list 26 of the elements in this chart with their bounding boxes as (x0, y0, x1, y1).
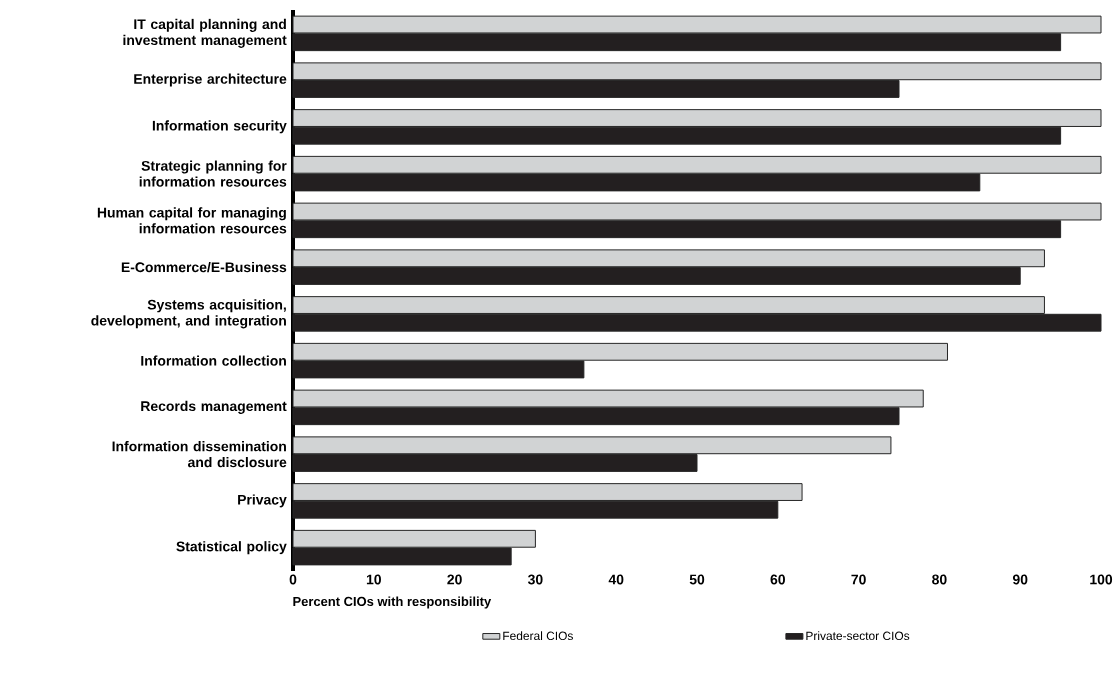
x-tick-label: 100 (1090, 574, 1113, 585)
y-tick-label: Strategic planning for information resources (139, 160, 287, 187)
x-tick-label: 0 (289, 574, 297, 585)
y-tick-label: Records management (141, 400, 287, 414)
x-tick-label: 70 (851, 574, 866, 585)
x-axis-title: Percent CIOs with responsibility (293, 596, 492, 609)
x-tick-label: 90 (1012, 574, 1028, 585)
x-tick-label: 40 (608, 574, 624, 585)
legend-label: Private-sector CIOs (806, 631, 910, 641)
x-tick-label: 20 (447, 574, 462, 585)
y-tick-label: E-Commerce/E-Business (121, 261, 287, 273)
y-tick-label: Information collection (141, 355, 286, 366)
y-tick-label: Systems acquisition, development, and integration (91, 299, 286, 329)
x-tick-label: 30 (527, 574, 543, 585)
y-tick-label: Human capital for managing information resources (97, 207, 287, 234)
y-tick-label: Information security (152, 120, 287, 134)
x-tick-label: 50 (689, 574, 705, 585)
x-tick-label: 80 (932, 574, 947, 585)
x-tick-label: 10 (366, 574, 381, 585)
y-tick-label: IT capital planning and investment management (123, 18, 287, 48)
y-tick-label: Information dissemination and disclosure (112, 441, 287, 468)
y-tick-label: Statistical policy (176, 541, 287, 555)
x-tick-label: 60 (770, 574, 785, 585)
y-tick-label: Enterprise architecture (134, 73, 287, 87)
legend-label: Federal CIOs (503, 631, 573, 641)
y-tick-label: Privacy (238, 494, 287, 508)
